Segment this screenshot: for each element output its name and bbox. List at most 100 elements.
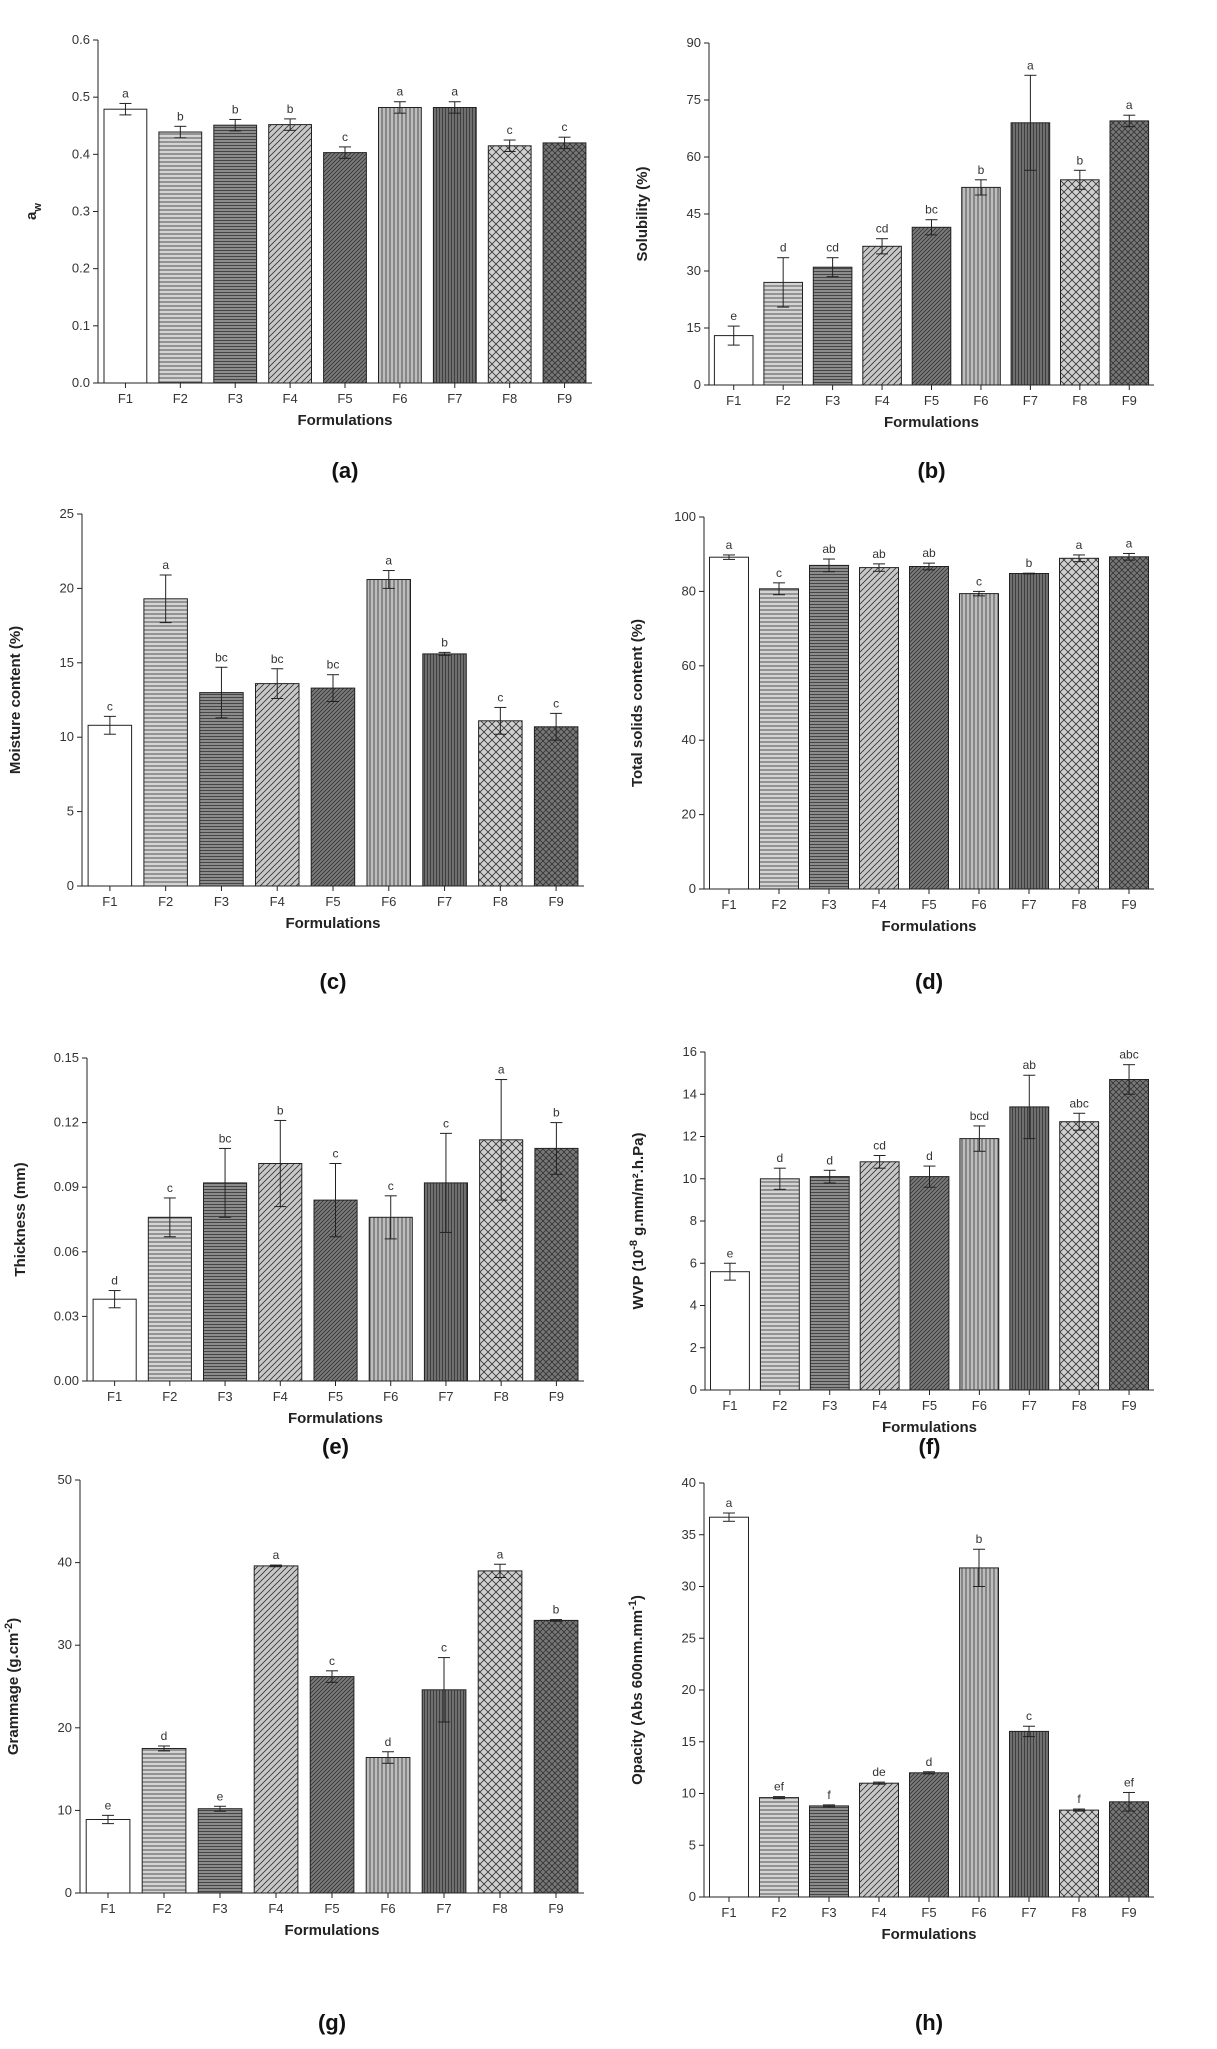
bar-g-F8 (477, 1570, 523, 1894)
significance-letter-c-F5: bc (327, 658, 340, 672)
y-tick-label-h-1: 5 (689, 1837, 696, 1852)
significance-letter-d-F9: a (1126, 537, 1133, 551)
significance-letter-d-F7: b (1026, 556, 1033, 570)
chart-panel-a: a F1 b F2 b F3 b F4 c F5 a F6 a F7 c F8 c F9 0.0 0.1 0.2 0.3 0… (23, 32, 592, 483)
significance-letter-h-F9: ef (1124, 1776, 1135, 1790)
y-tick-label-c-3: 15 (60, 655, 74, 670)
y-tick-label-e-1: 0.03 (54, 1308, 79, 1323)
x-tick-label-c-F3: F3 (214, 894, 229, 909)
significance-letter-b-F1: e (730, 309, 737, 323)
error-bar-a-F9 (558, 136, 571, 150)
significance-letter-e-F5: c (333, 1147, 339, 1161)
error-bar-a-F4 (284, 118, 297, 131)
bar-e-F9 (534, 1147, 579, 1382)
bar-d-F4 (859, 567, 899, 890)
y-tick-label-d-1: 20 (682, 807, 696, 822)
bar-c-F2 (143, 598, 188, 887)
error-bar-g-F3 (214, 1805, 226, 1812)
significance-letter-d-F6: c (976, 574, 982, 588)
significance-letter-f-F3: d (826, 1153, 833, 1167)
x-tick-label-d-F8: F8 (1071, 897, 1086, 912)
x-tick-label-e-F6: F6 (383, 1389, 398, 1404)
bar-a-F2 (158, 131, 203, 384)
y-tick-label-g-4: 40 (58, 1555, 72, 1570)
significance-letter-h-F5: d (926, 1755, 933, 1769)
x-tick-label-a-F9: F9 (557, 391, 572, 406)
significance-letter-d-F1: a (726, 538, 733, 552)
significance-letter-e-F7: c (443, 1116, 449, 1130)
significance-letter-c-F1: c (107, 699, 113, 713)
x-axis-title-d: Formulations (881, 918, 976, 935)
error-bar-c-F7 (438, 651, 451, 656)
y-tick-label-f-8: 16 (683, 1044, 697, 1059)
error-bar-c-F8 (494, 706, 507, 735)
x-axis-title-b: Formulations (884, 414, 979, 431)
y-tick-label-a-6: 0.6 (72, 32, 90, 47)
error-bar-e-F8 (495, 1079, 508, 1201)
y-tick-label-h-7: 35 (682, 1527, 696, 1542)
chart-panel-h: a F1 ef F2 f F3 de F4 d F5 b F6 c F7 f F8 ef F9 0 5 10 15 20 25… (627, 1475, 1154, 2035)
error-bar-b-F3 (826, 257, 839, 278)
y-tick-label-g-2: 20 (58, 1720, 72, 1735)
y-tick-label-f-4: 8 (690, 1213, 697, 1228)
significance-letter-g-F7: c (441, 1641, 447, 1655)
bar-a-F8 (487, 145, 532, 384)
significance-letter-h-F6: b (976, 1532, 983, 1546)
x-tick-label-c-F1: F1 (102, 894, 117, 909)
y-tick-label-a-4: 0.4 (72, 146, 90, 161)
y-tick-label-c-5: 25 (60, 506, 74, 521)
error-bar-e-F2 (163, 1197, 176, 1238)
bar-f-F2 (759, 1178, 800, 1391)
x-tick-label-c-F8: F8 (493, 894, 508, 909)
y-axis-title-b: Solubility (%) (634, 167, 651, 262)
bar-g-F7 (421, 1689, 467, 1894)
x-tick-label-f-F7: F7 (1022, 1398, 1037, 1413)
error-bar-g-F9 (550, 1619, 562, 1622)
bar-f-F7 (1009, 1106, 1050, 1391)
bar-b-F9 (1109, 120, 1150, 386)
significance-letter-d-F8: a (1076, 538, 1083, 552)
x-tick-label-a-F3: F3 (228, 391, 243, 406)
y-tick-label-a-2: 0.2 (72, 261, 90, 276)
x-tick-label-h-F1: F1 (721, 1905, 736, 1920)
significance-letter-f-F7: ab (1023, 1058, 1037, 1072)
x-tick-label-f-F4: F4 (872, 1398, 887, 1413)
chart-panel-c: c F1 a F2 bc F3 bc F4 bc F5 a F6 b F7 c F8 c F9 0 5 10 15 20 25… (7, 506, 584, 994)
error-bar-d-F1 (723, 554, 735, 560)
y-tick-label-f-0: 0 (690, 1382, 697, 1397)
x-tick-label-h-F4: F4 (871, 1905, 886, 1920)
y-tick-label-c-2: 10 (60, 729, 74, 744)
error-bar-g-F6 (382, 1751, 394, 1764)
x-tick-label-h-F2: F2 (771, 1905, 786, 1920)
x-tick-label-a-F7: F7 (447, 391, 462, 406)
x-tick-label-f-F3: F3 (822, 1398, 837, 1413)
bar-d-F2 (759, 588, 799, 890)
x-tick-label-d-F4: F4 (871, 897, 886, 912)
y-tick-label-d-5: 100 (674, 509, 696, 524)
bar-e-F6 (368, 1216, 413, 1382)
x-tick-label-d-F5: F5 (921, 897, 936, 912)
x-tick-label-c-F9: F9 (549, 894, 564, 909)
bar-a-F9 (542, 142, 587, 384)
error-bar-e-F4 (274, 1119, 287, 1208)
error-bar-e-F3 (219, 1147, 232, 1218)
significance-letter-g-F5: c (329, 1654, 335, 1668)
error-bar-h-F7 (1023, 1725, 1035, 1738)
x-tick-label-g-F2: F2 (156, 1901, 171, 1916)
x-tick-label-e-F5: F5 (328, 1389, 343, 1404)
bar-a-F1 (103, 108, 148, 384)
error-bar-e-F9 (550, 1122, 563, 1175)
x-tick-label-h-F8: F8 (1071, 1905, 1086, 1920)
error-bar-b-F4 (876, 238, 889, 255)
x-tick-label-c-F5: F5 (325, 894, 340, 909)
y-tick-label-a-5: 0.5 (72, 89, 90, 104)
bar-g-F1 (85, 1819, 131, 1894)
significance-letter-a-F6: a (397, 85, 404, 99)
significance-letter-e-F8: a (498, 1063, 505, 1077)
y-tick-label-f-3: 6 (690, 1255, 697, 1270)
y-tick-label-f-6: 12 (683, 1129, 697, 1144)
significance-letter-g-F8: a (497, 1547, 504, 1561)
error-bar-f-F1 (723, 1262, 736, 1281)
y-tick-label-a-0: 0.0 (72, 375, 90, 390)
x-tick-label-g-F3: F3 (212, 1901, 227, 1916)
